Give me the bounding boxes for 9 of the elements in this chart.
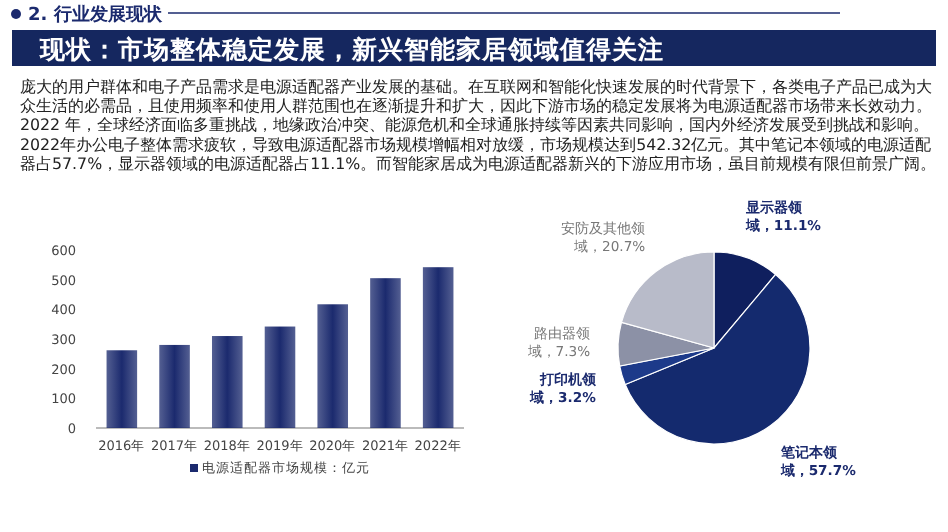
bar [422,267,454,428]
bar [159,344,190,428]
bar [211,336,243,428]
bar [370,278,401,428]
bar [106,350,138,428]
bar [264,326,296,428]
text: 2. 行业发展现状 [28,4,164,26]
bar [317,304,349,428]
text: 现状：市场整体稳定发展，新兴智能家居领域值得关注 [38,34,664,64]
